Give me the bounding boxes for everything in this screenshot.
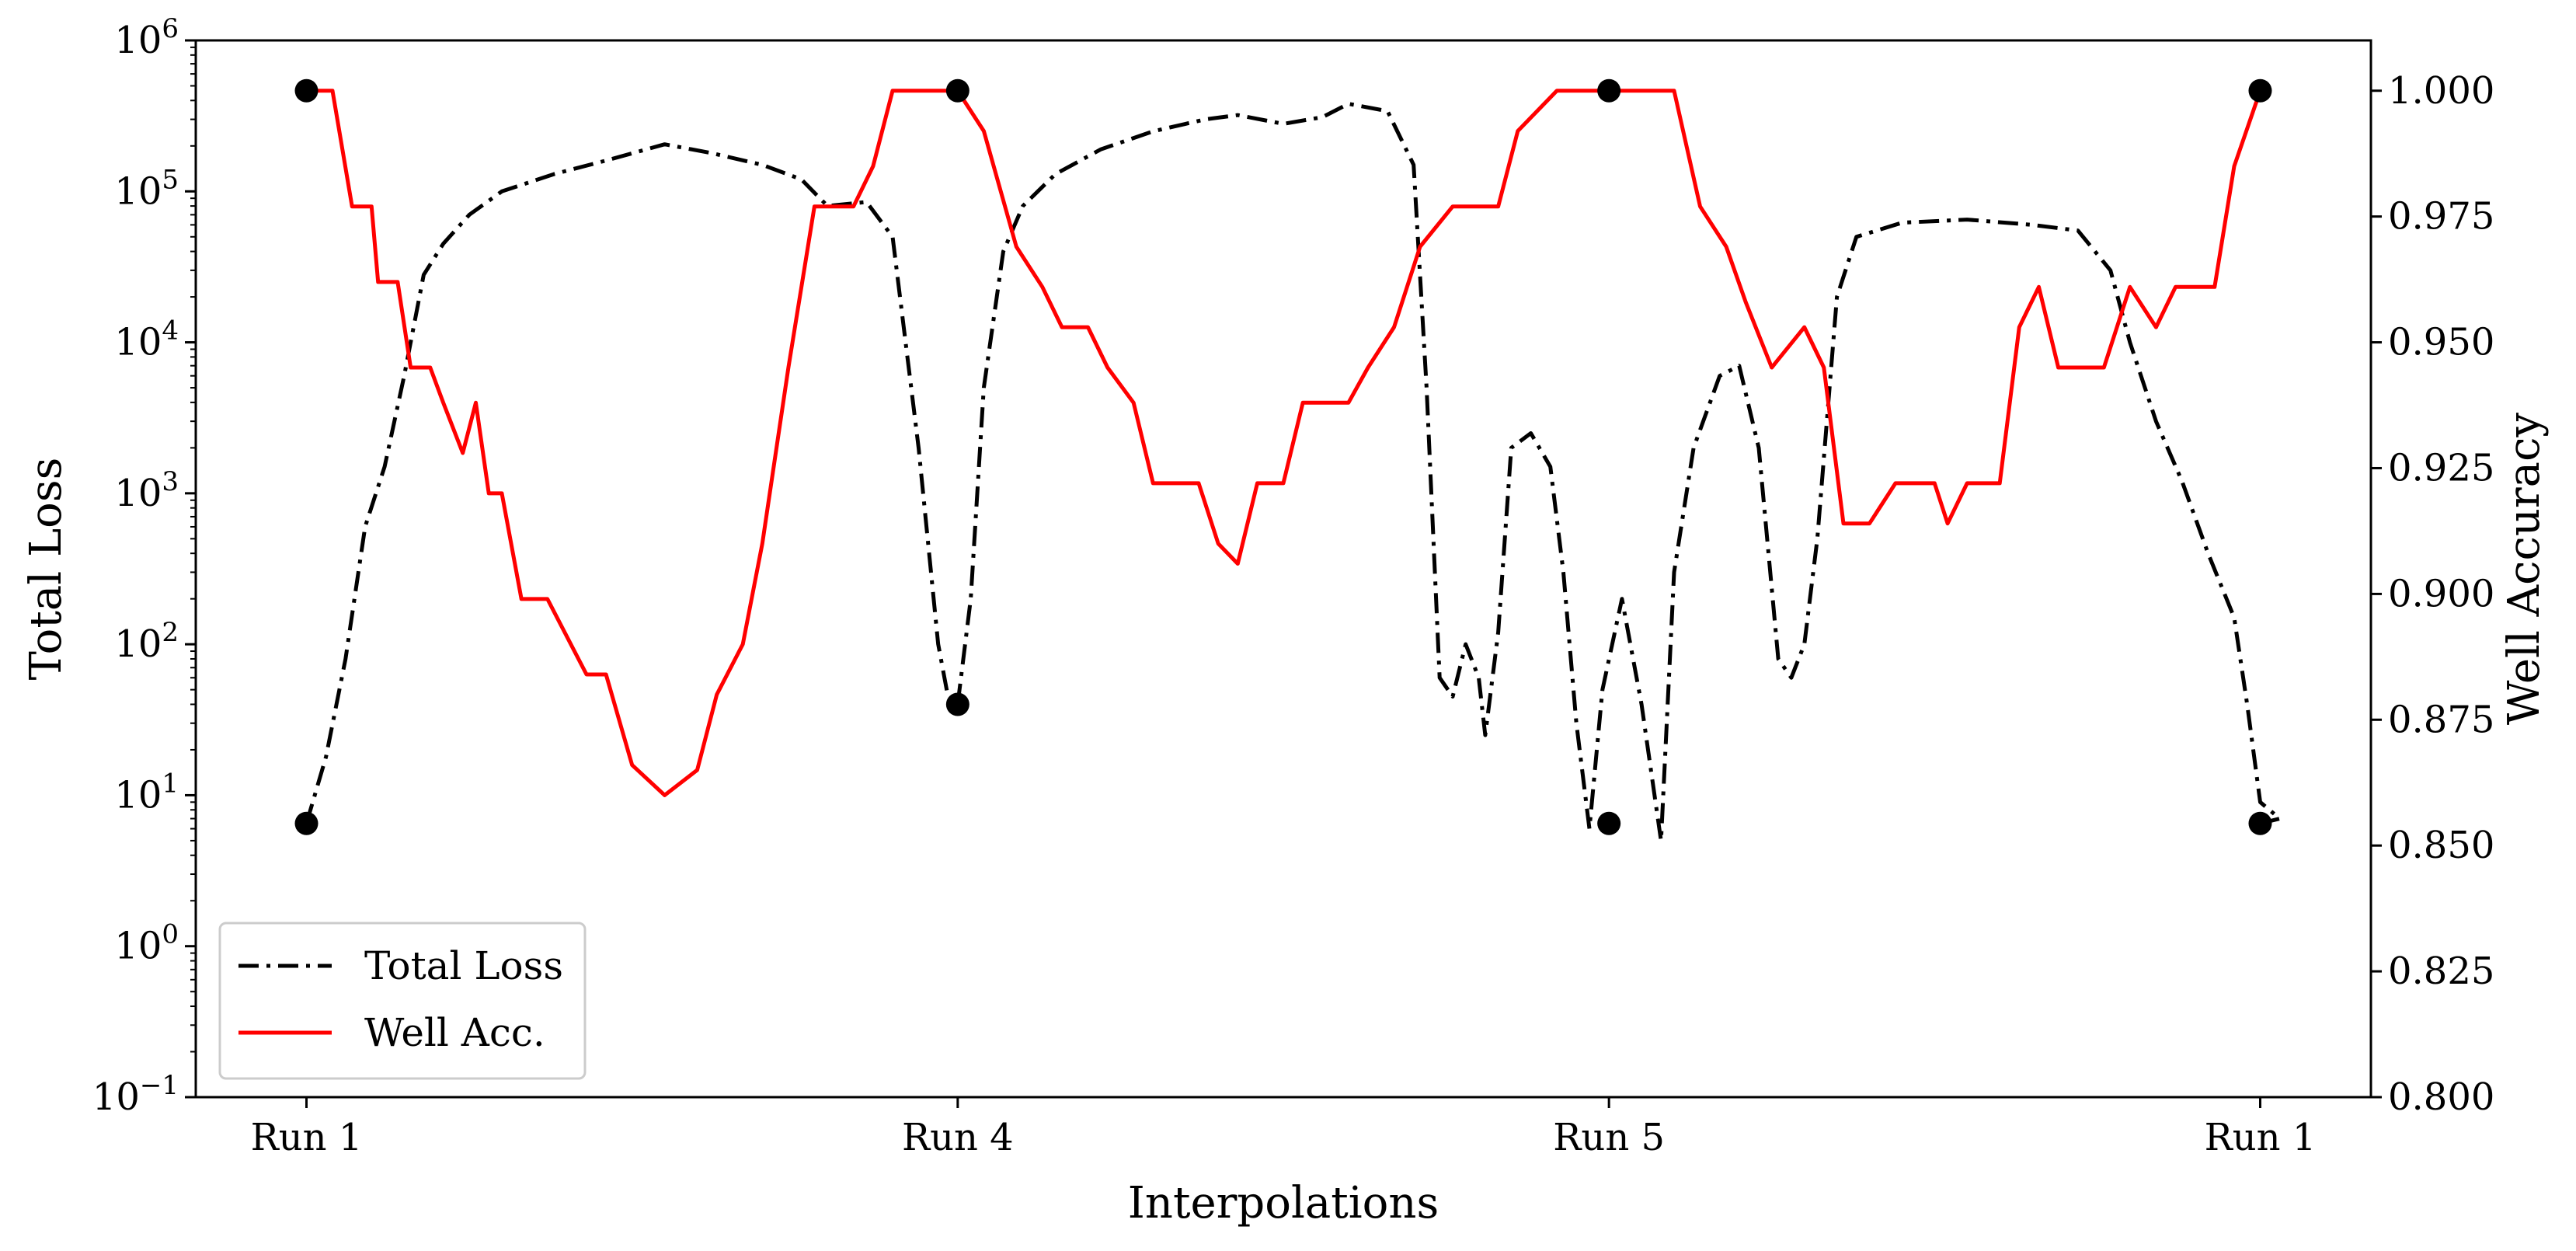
data-point-marker [2248,811,2272,835]
y-left-tick-base: 10 [114,472,162,515]
series-layer [305,89,2282,843]
x-axis-title: Interpolations [1128,1178,1439,1228]
y-left-tick-label: 102 [114,617,179,666]
y-left-tick-label: 100 [114,919,179,968]
data-point-marker [945,692,969,716]
y-axis-left-title: Total Loss [21,458,71,681]
marker-layer [294,78,2272,835]
series-line-total-loss [305,102,2282,843]
data-point-marker [2248,78,2272,103]
series-line-well-acc [306,89,2262,797]
axes: Run 1 Run 4 Run 5 Run 110−11001011021031041… [92,13,2495,1159]
data-point-marker [945,78,969,103]
y-left-tick-base: 10 [114,321,162,364]
y-right-tick-label: 0.875 [2388,698,2494,741]
y-left-tick-exponent: 3 [162,466,179,497]
y-left-tick-label: 101 [114,768,179,817]
x-tick-label: Run 4 [902,1116,1014,1159]
y-left-tick-label: 10−1 [92,1070,179,1119]
legend: Total Loss Well Acc. [218,922,587,1080]
y-left-tick-base: 10 [114,19,162,62]
x-tick-label: Run 5 [1553,1116,1665,1159]
plot-frame [194,39,2372,1099]
y-axis-right-title: Well Accuracy [2499,413,2550,726]
x-tick-label: Run 1 [2205,1116,2317,1159]
y-left-tick-exponent: 2 [162,617,179,648]
y-left-tick-label: 106 [114,13,179,62]
y-left-tick-exponent: 4 [162,315,179,347]
x-tick-label: Run 1 [251,1116,363,1159]
y-left-tick-base: 10 [114,925,162,968]
legend-label: Well Acc. [364,1010,545,1055]
y-left-tick-base: 10 [92,1075,140,1119]
legend-box [218,922,587,1080]
y-right-tick-label: 0.800 [2388,1075,2494,1119]
y-right-tick-label: 0.975 [2388,195,2494,239]
y-left-tick-base: 10 [114,622,162,666]
y-right-tick-label: 0.825 [2388,950,2494,993]
y-left-tick-label: 103 [114,466,179,515]
y-left-tick-base: 10 [114,169,162,213]
y-right-tick-label: 0.950 [2388,321,2494,364]
y-right-tick-label: 0.925 [2388,446,2494,490]
y-left-tick-exponent: 6 [162,13,179,44]
y-left-tick-base: 10 [114,773,162,817]
data-point-marker [1597,811,1621,835]
data-point-marker [1597,78,1621,103]
y-right-tick-label: 1.000 [2388,69,2494,113]
y-right-tick-label: 0.850 [2388,824,2494,867]
y-left-tick-exponent: −1 [140,1070,179,1101]
y-left-tick-exponent: 1 [162,768,179,799]
y-left-tick-exponent: 0 [162,919,179,950]
data-point-marker [294,811,319,835]
y-left-tick-label: 105 [114,164,179,213]
y-left-tick-exponent: 5 [162,164,179,195]
y-right-tick-label: 0.900 [2388,572,2494,615]
y-left-tick-label: 104 [114,315,179,364]
legend-label: Total Loss [364,943,563,988]
data-point-marker [294,78,319,103]
